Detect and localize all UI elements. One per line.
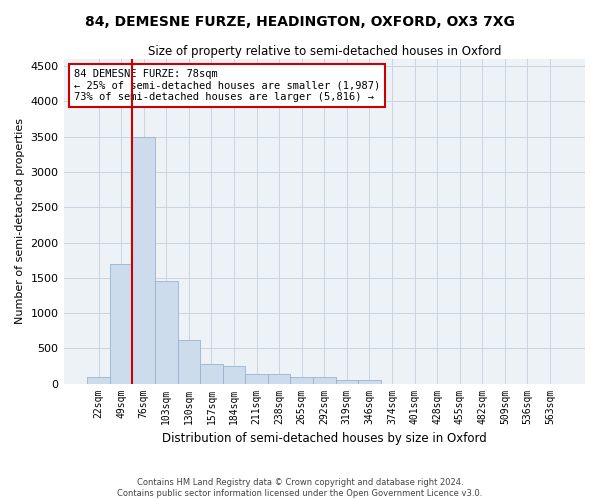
Bar xyxy=(268,374,290,384)
Bar xyxy=(290,376,313,384)
Bar xyxy=(223,366,245,384)
Y-axis label: Number of semi-detached properties: Number of semi-detached properties xyxy=(15,118,25,324)
Bar xyxy=(178,340,200,384)
Bar xyxy=(200,364,223,384)
Text: 84, DEMESNE FURZE, HEADINGTON, OXFORD, OX3 7XG: 84, DEMESNE FURZE, HEADINGTON, OXFORD, O… xyxy=(85,15,515,29)
Bar xyxy=(313,377,335,384)
Text: 84 DEMESNE FURZE: 78sqm
← 25% of semi-detached houses are smaller (1,987)
73% of: 84 DEMESNE FURZE: 78sqm ← 25% of semi-de… xyxy=(74,69,380,102)
X-axis label: Distribution of semi-detached houses by size in Oxford: Distribution of semi-detached houses by … xyxy=(162,432,487,445)
Bar xyxy=(110,264,133,384)
Title: Size of property relative to semi-detached houses in Oxford: Size of property relative to semi-detach… xyxy=(148,45,501,58)
Text: Contains HM Land Registry data © Crown copyright and database right 2024.
Contai: Contains HM Land Registry data © Crown c… xyxy=(118,478,482,498)
Bar xyxy=(133,136,155,384)
Bar xyxy=(87,377,110,384)
Bar xyxy=(358,380,381,384)
Bar xyxy=(335,380,358,384)
Bar xyxy=(155,282,178,384)
Bar xyxy=(245,374,268,384)
